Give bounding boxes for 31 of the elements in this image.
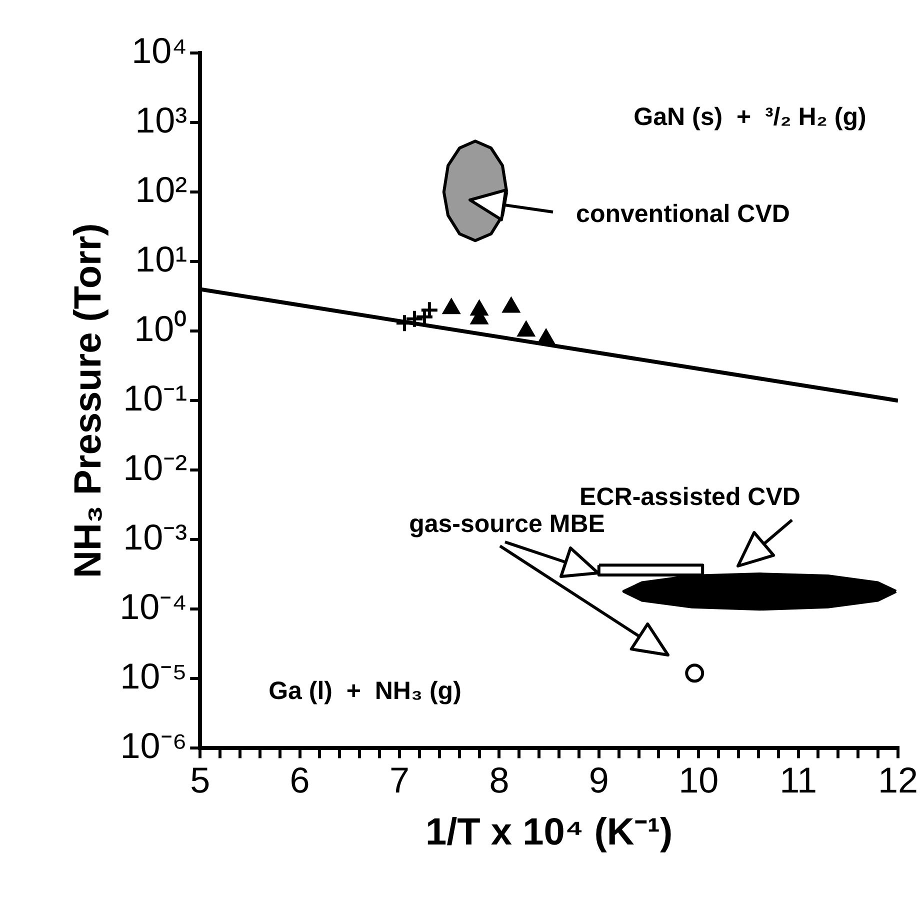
y-tick-label: 10⁻¹ xyxy=(123,378,188,419)
y-tick-label: 10⁻⁴ xyxy=(120,586,188,628)
annotation: gas-source MBE xyxy=(409,510,605,538)
annotation: conventional CVD xyxy=(576,200,790,228)
y-tick-label: 10⁻² xyxy=(123,447,188,488)
point xyxy=(538,329,554,344)
x-tick-label: 10 xyxy=(678,760,719,801)
y-tick-label: 10⁴ xyxy=(132,30,188,71)
x-tick-label: 9 xyxy=(588,760,609,801)
x-tick-label: 8 xyxy=(489,760,510,801)
y-tick-label: 10³ xyxy=(135,99,188,140)
y-tick-label: 10⁻⁶ xyxy=(120,725,188,766)
y-tick-label: 10² xyxy=(135,168,188,210)
point xyxy=(518,322,535,337)
x-tick-label: 12 xyxy=(878,760,918,801)
x-tick-label: 7 xyxy=(389,760,410,801)
annotation: GaN (s) + ³/₂ H₂ (g) xyxy=(634,102,866,131)
y-tick-label: 10¹ xyxy=(135,238,188,280)
x-tick-label: 11 xyxy=(780,760,817,801)
point xyxy=(502,298,520,313)
y-tick-label: 10⁻⁵ xyxy=(120,656,188,697)
y-axis-title: NH₃ Pressure (Torr) xyxy=(67,223,110,578)
annotation: Ga (l) + NH₃ (g) xyxy=(268,676,462,705)
y-tick-label: 10⁰ xyxy=(134,308,188,349)
x-tick-label: 5 xyxy=(190,760,210,801)
x-tick-label: 6 xyxy=(290,760,310,801)
point xyxy=(685,664,704,683)
y-tick-label: 10⁻³ xyxy=(123,516,188,558)
x-axis-title: 1/T x 10⁴ (K⁻¹) xyxy=(425,812,673,854)
annotation: ECR-assisted CVD xyxy=(580,482,800,511)
point xyxy=(442,299,460,314)
